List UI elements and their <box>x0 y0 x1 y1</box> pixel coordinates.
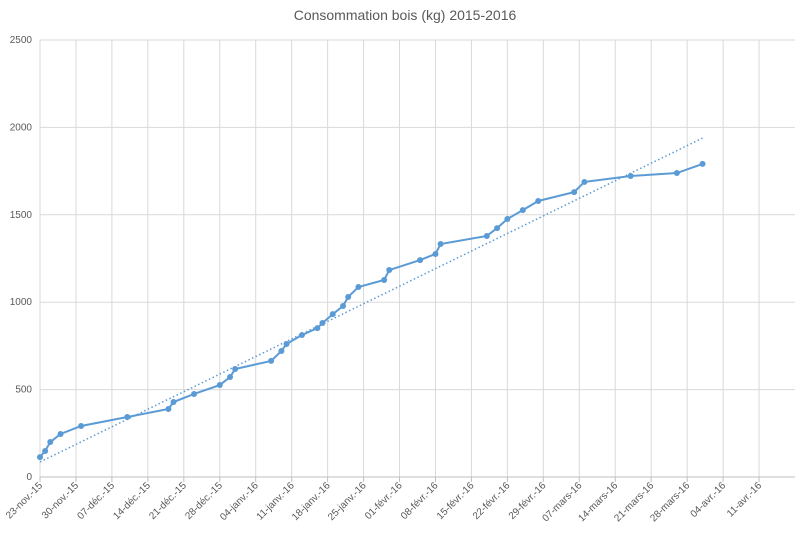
data-point <box>355 283 362 290</box>
data-point <box>37 454 43 461</box>
data-point <box>673 170 680 177</box>
data-point <box>381 277 388 284</box>
x-tick-label: 07-déc.-15 <box>75 480 117 522</box>
series-line <box>39 162 703 458</box>
x-tick-label: 28-mars-16 <box>648 480 692 524</box>
x-tick-label: 23-nov.-15 <box>4 480 45 521</box>
trendline <box>39 137 703 463</box>
data-point <box>57 430 64 437</box>
data-point <box>437 240 444 247</box>
chart-title: Consommation bois (kg) 2015-2016 <box>294 7 517 23</box>
data-point <box>47 439 54 446</box>
x-tick-label: 04-avr.-16 <box>689 480 729 520</box>
x-tick-label: 01-févr.-16 <box>363 480 405 522</box>
data-point <box>345 293 352 300</box>
data-point <box>432 250 439 257</box>
data-point <box>227 374 234 381</box>
data-point <box>216 382 223 389</box>
x-tick-label: 22-févr.-16 <box>471 480 513 522</box>
y-tick-label: 0 <box>26 472 32 483</box>
x-tick-label: 25-janv.-16 <box>326 480 369 523</box>
data-point <box>504 215 511 222</box>
data-point <box>232 365 239 372</box>
data-point <box>314 325 321 332</box>
x-tick-label: 04-janv.-16 <box>218 480 261 523</box>
data-point <box>417 257 424 264</box>
data-point <box>165 406 172 413</box>
x-tick-label: 11-avr.-16 <box>725 480 764 519</box>
data-point <box>519 207 526 214</box>
x-tick-label: 08-févr.-16 <box>399 480 441 522</box>
data-point <box>191 390 198 397</box>
data-point <box>627 172 634 179</box>
data-point <box>170 399 177 406</box>
data-point <box>340 303 347 310</box>
data-point <box>494 225 501 232</box>
data-point <box>78 422 85 429</box>
data-point <box>278 347 285 354</box>
data-point <box>571 189 578 196</box>
data-point <box>386 267 393 274</box>
data-point <box>699 160 706 167</box>
x-tick-label: 15-févr.-16 <box>435 480 477 522</box>
data-point <box>42 447 49 454</box>
y-tick-label: 1500 <box>10 210 33 221</box>
data-point <box>329 311 336 318</box>
x-tick-label: 14-déc.-15 <box>111 480 153 522</box>
data-point <box>581 178 588 185</box>
data-point <box>483 232 490 239</box>
y-tick-label: 1000 <box>10 297 33 308</box>
x-tick-label: 21-déc.-15 <box>147 480 189 522</box>
data-point <box>535 197 542 204</box>
y-tick-label: 2000 <box>10 122 33 133</box>
data-point <box>268 357 275 364</box>
y-tick-label: 2500 <box>10 35 33 46</box>
data-point <box>124 414 131 421</box>
y-tick-label: 500 <box>15 385 32 396</box>
